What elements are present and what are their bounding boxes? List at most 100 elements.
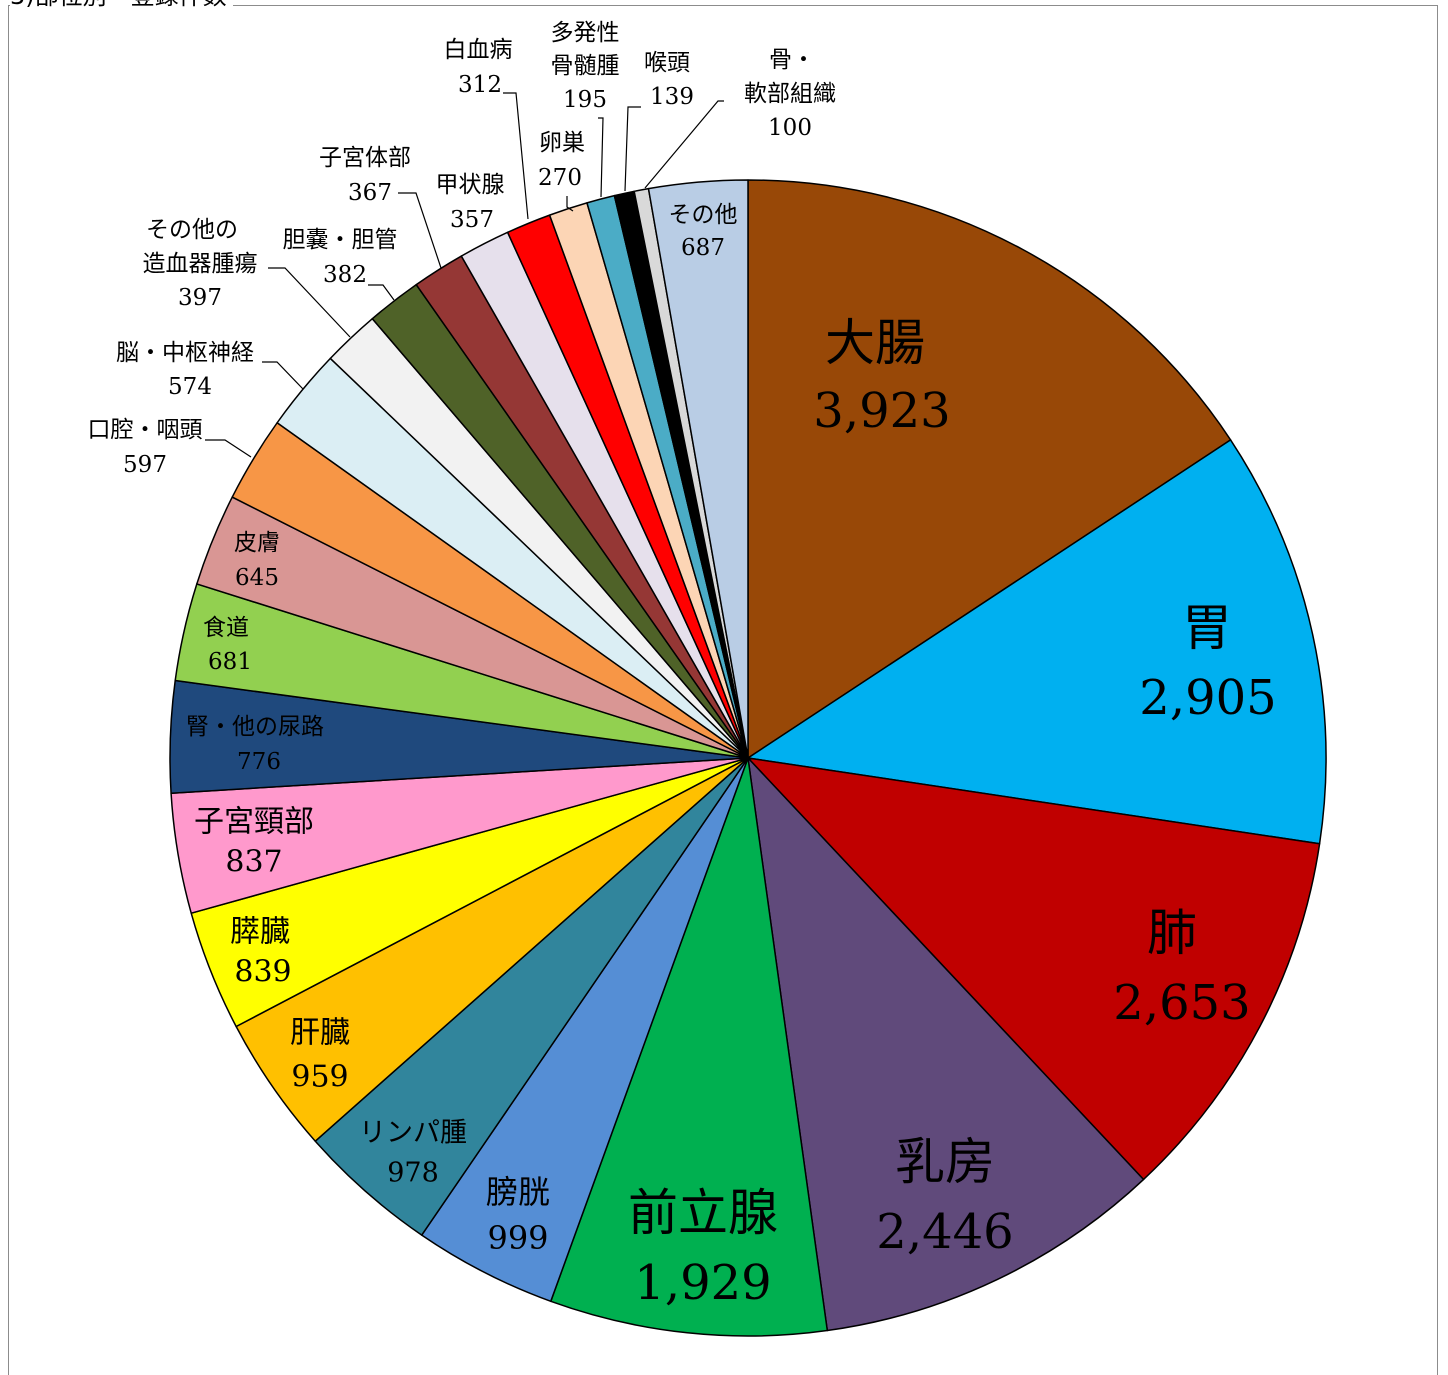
slice-value-oral-pharynx: 597 (123, 452, 167, 478)
slice-name-cervix: 子宮頸部 (194, 805, 314, 840)
slice-value-esophagus: 681 (208, 649, 252, 675)
slice-value-multiple-myeloma: 195 (563, 87, 607, 113)
slice-name-lung: 肺 (1147, 904, 1197, 962)
slice-label-other: その他 687 (669, 202, 738, 261)
slice-name-line: 造血器腫瘍 (143, 251, 258, 277)
pie-slices (169, 179, 1327, 1337)
slice-name-line: その他の (146, 217, 238, 243)
leader-line-oral-pharynx (205, 439, 252, 458)
slice-value-bladder: 999 (487, 1219, 548, 1257)
chart-title: 3)部位別・登録件数 (10, 0, 233, 10)
slice-name-breast: 乳房 (895, 1133, 995, 1191)
slice-value-breast: 2,446 (876, 1204, 1013, 1260)
slice-label-bone-soft-tissue: 骨・軟部組織 100 (644, 47, 836, 189)
leader-line-leukemia (503, 92, 529, 220)
slice-name-pancreas: 膵臓 (230, 915, 290, 950)
slice-label-stomach: 胃 2,905 (1139, 599, 1276, 726)
slice-name-gallbladder-bile-duct: 胆嚢・胆管 (283, 227, 398, 253)
slice-value-bone-soft-tissue: 100 (768, 115, 812, 141)
slice-name-prostate: 前立腺 (628, 1184, 778, 1242)
slice-label-oral-pharynx: 口腔・咽頭 597 (88, 417, 252, 478)
slice-name-larynx: 喉頭 (644, 50, 690, 76)
slice-label-liver: 肝臓 959 (290, 1016, 350, 1095)
slice-value-prostate: 1,929 (634, 1255, 771, 1311)
slice-label-breast: 乳房 2,446 (876, 1133, 1013, 1260)
chart-frame (8, 5, 1438, 1375)
slice-label-esophagus: 食道 681 (203, 615, 252, 675)
slice-name-colon: 大腸 (825, 314, 925, 372)
leader-line-larynx (624, 106, 641, 192)
slice-name-other-hematopoietic: その他の造血器腫瘍 (143, 217, 258, 277)
slice-value-lymphoma: 978 (387, 1158, 439, 1189)
pie-slice-breast (747, 757, 1145, 1332)
slice-label-gallbladder-bile-duct: 胆嚢・胆管 382 (283, 227, 398, 301)
slice-value-leukemia: 312 (458, 72, 502, 98)
slice-name-kidney-urinary: 腎・他の尿路 (186, 714, 324, 740)
slice-name-other: その他 (669, 202, 738, 228)
slice-label-thyroid: 甲状腺 357 (436, 172, 505, 233)
slice-label-brain-cns: 脳・中枢神経 574 (116, 340, 304, 400)
slice-label-other-hematopoietic: その他の造血器腫瘍 397 (143, 217, 351, 338)
slice-value-thyroid: 357 (450, 207, 494, 233)
slice-value-liver: 959 (291, 1060, 348, 1095)
slice-name-liver: 肝臓 (290, 1016, 350, 1051)
slice-label-kidney-urinary: 腎・他の尿路 776 (186, 714, 324, 775)
leader-line-ovary (566, 196, 574, 212)
slice-label-cervix: 子宮頸部 837 (194, 805, 314, 880)
slice-name-bone-soft-tissue: 骨・軟部組織 (744, 47, 836, 107)
slice-label-uterine-body: 子宮体部 367 (319, 145, 442, 269)
slice-name-esophagus: 食道 (203, 615, 249, 641)
pie-slice-stomach (747, 439, 1327, 845)
slice-name-stomach: 胃 (1182, 599, 1232, 657)
slice-value-larynx: 139 (650, 84, 694, 110)
slice-value-kidney-urinary: 776 (237, 749, 281, 775)
slice-name-line: 骨髄腫 (551, 53, 620, 79)
slice-name-lymphoma: リンパ腫 (359, 1118, 467, 1149)
slice-value-uterine-body: 367 (348, 180, 392, 206)
leader-line-other-hematopoietic (268, 267, 351, 338)
pie-slice-lung (747, 757, 1321, 1181)
slice-label-leukemia: 白血病 312 (444, 37, 529, 220)
slice-label-prostate: 前立腺 1,929 (628, 1184, 778, 1311)
slice-name-line: 骨・ (769, 47, 815, 73)
leader-line-brain-cns (262, 361, 304, 390)
slice-value-stomach: 2,905 (1139, 670, 1276, 726)
slice-value-colon: 3,923 (813, 383, 950, 439)
slice-label-pancreas: 膵臓 839 (230, 915, 292, 990)
slice-name-ovary: 卵巣 (539, 130, 585, 156)
slice-value-other: 687 (681, 235, 725, 261)
leader-line-multiple-myeloma (598, 117, 604, 198)
pie-slice-colon (747, 179, 1232, 759)
slice-name-line: 多発性 (551, 20, 620, 46)
slice-name-leukemia: 白血病 (444, 37, 513, 63)
slice-labels: 大腸 3,923 胃 2,905 肺 2,653 乳房 2,446 前立腺 1,929 膀胱 999 リ… (88, 20, 1277, 1311)
slice-value-skin: 645 (235, 565, 279, 591)
slice-label-lymphoma: リンパ腫 978 (359, 1118, 467, 1189)
slice-label-larynx: 喉頭 139 (624, 50, 694, 192)
slice-value-gallbladder-bile-duct: 382 (323, 262, 367, 288)
slice-value-pancreas: 839 (234, 955, 291, 990)
slice-name-skin: 皮膚 (234, 530, 280, 556)
slice-value-other-hematopoietic: 397 (178, 285, 222, 311)
slice-label-lung: 肺 2,653 (1113, 904, 1250, 1031)
slice-name-uterine-body: 子宮体部 (319, 145, 411, 171)
slice-value-brain-cns: 574 (168, 374, 212, 400)
slice-name-brain-cns: 脳・中枢神経 (116, 340, 254, 366)
slice-label-multiple-myeloma: 多発性骨髄腫 195 (551, 20, 620, 198)
slice-value-cervix: 837 (225, 845, 282, 880)
slice-value-ovary: 270 (538, 165, 582, 191)
pie-slice-prostate (550, 757, 829, 1337)
slice-label-colon: 大腸 3,923 (813, 314, 950, 439)
leader-line-bone-soft-tissue (644, 100, 724, 189)
slice-label-bladder: 膀胱 999 (486, 1173, 550, 1257)
slice-label-ovary: 卵巣 270 (538, 130, 585, 212)
slice-name-oral-pharynx: 口腔・咽頭 (88, 417, 203, 443)
pie-slice-other (647, 179, 749, 759)
slice-value-lung: 2,653 (1113, 975, 1250, 1031)
leader-line-gallbladder-bile-duct (368, 284, 395, 301)
slice-name-line: 軟部組織 (744, 81, 836, 107)
slice-name-bladder: 膀胱 (486, 1173, 550, 1211)
leader-line-uterine-body (398, 192, 442, 269)
slice-name-thyroid: 甲状腺 (436, 172, 505, 198)
